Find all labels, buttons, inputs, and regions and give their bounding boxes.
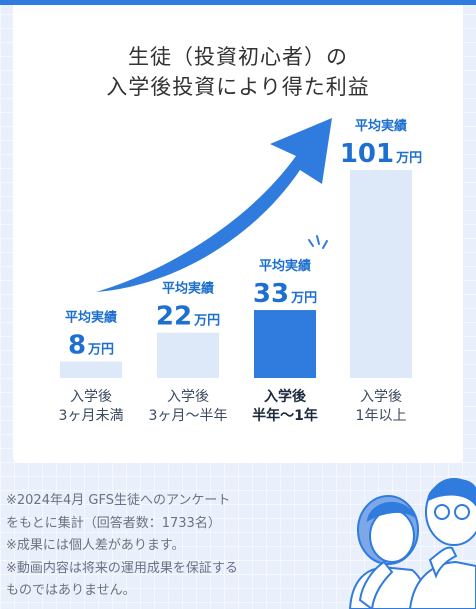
growth-arrow-icon bbox=[96, 118, 332, 292]
category-label: 入学後 1年以上 bbox=[355, 389, 407, 424]
bar-label-prefix: 平均実績 bbox=[259, 258, 311, 274]
chart-title-line-2: 入学後投資により得た利益 bbox=[106, 75, 370, 99]
footnote-line: ※成果には個人差があります。 bbox=[6, 538, 185, 553]
category-label: 入学後 半年〜1年 bbox=[252, 389, 318, 424]
bar bbox=[254, 310, 316, 378]
footnotes: ※2024年4月 GFS生徒へのアンケート をもとに集計（回答者数：1733名）… bbox=[6, 490, 326, 603]
footnote-line: ※2024年4月 GFS生徒へのアンケート bbox=[6, 493, 231, 508]
sparkle-icon bbox=[308, 235, 328, 249]
category-label: 入学後 3ヶ月未満 bbox=[58, 389, 124, 424]
bar-value-label: 101 万円 bbox=[340, 139, 422, 169]
footnote-line: ※動画内容は将来の運用成果を保証する bbox=[6, 560, 238, 576]
bar bbox=[60, 361, 122, 378]
footnote-line: をもとに集計（回答者数：1733名） bbox=[6, 515, 221, 531]
bar bbox=[350, 170, 412, 378]
bar-label-prefix: 平均実績 bbox=[162, 281, 214, 297]
chart-title-line-1: 生徒（投資初心者）の bbox=[128, 45, 348, 69]
bar bbox=[157, 332, 219, 378]
bar-value-label: 22 万円 bbox=[156, 302, 220, 332]
bar-value-label: 33 万円 bbox=[253, 279, 317, 309]
category-label: 入学後 3ヶ月〜半年 bbox=[148, 389, 228, 424]
bar-value-label: 8 万円 bbox=[68, 331, 114, 361]
bar-label-prefix: 平均実績 bbox=[65, 310, 117, 326]
footnote-line: ものではありません。 bbox=[6, 583, 136, 598]
bar-label-prefix: 平均実績 bbox=[355, 118, 407, 134]
chart-title: 生徒（投資初心者）の 入学後投資により得た利益 bbox=[0, 42, 476, 102]
top-accent-band bbox=[0, 0, 476, 5]
